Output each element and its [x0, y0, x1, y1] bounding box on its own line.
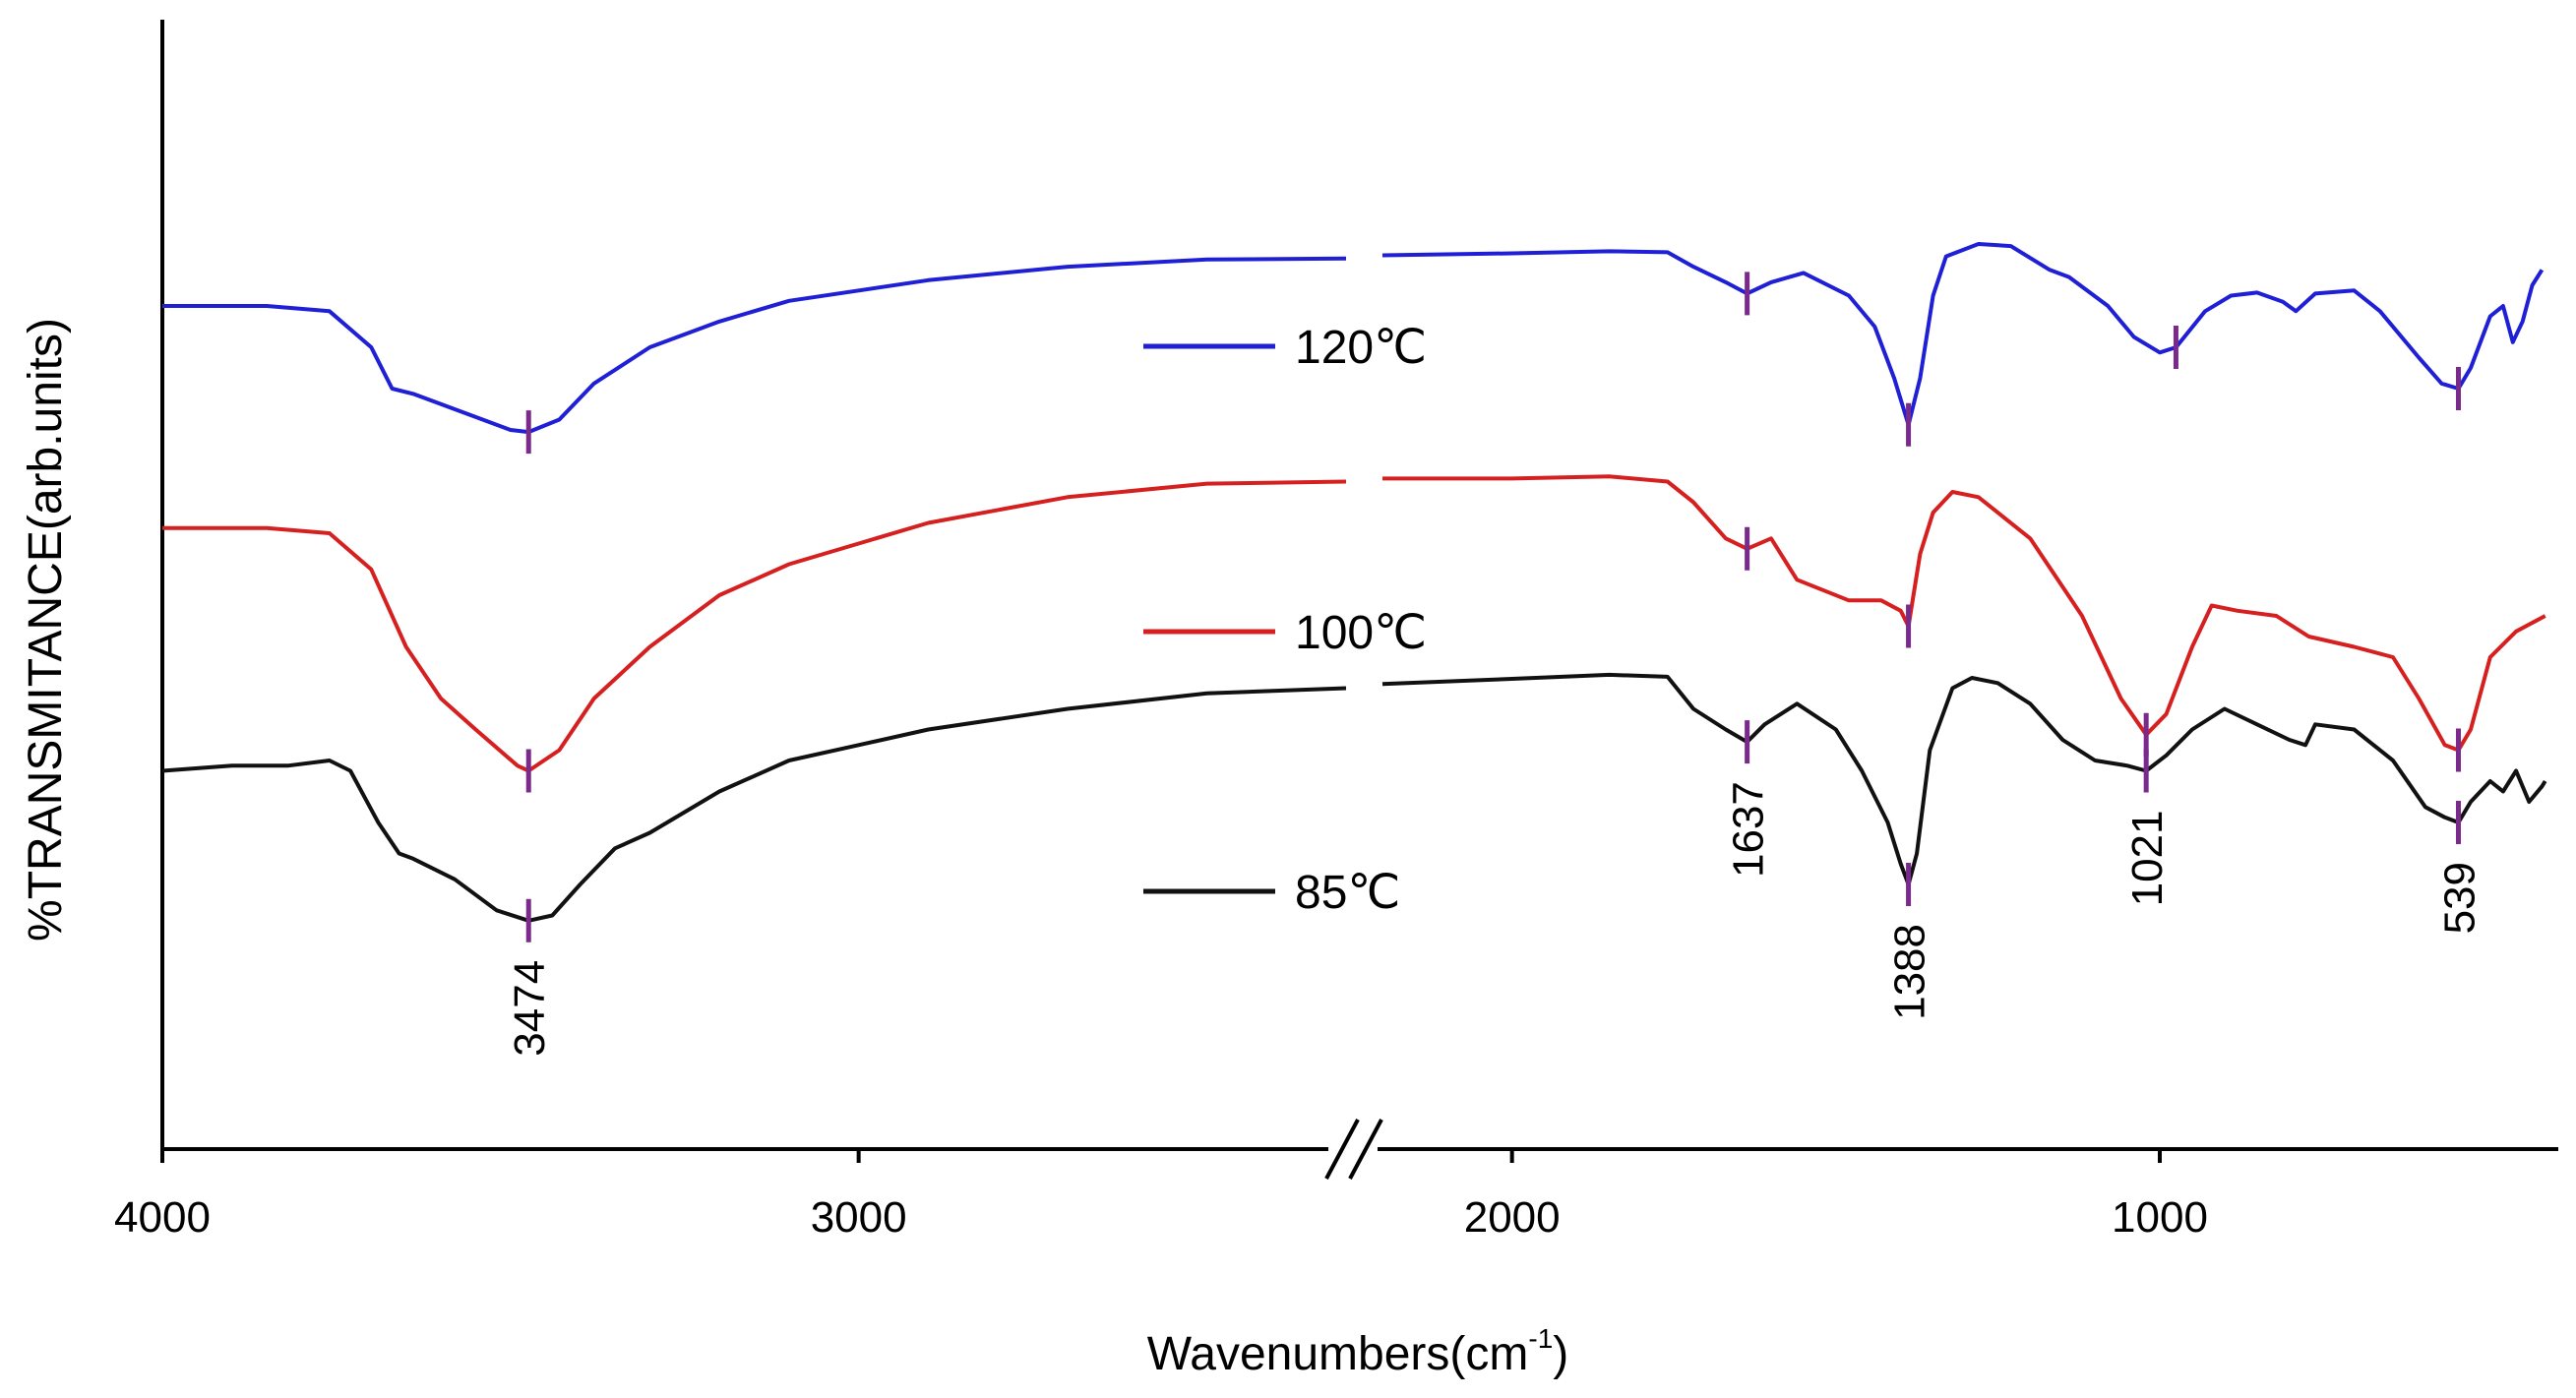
axis-break-mark — [1348, 1119, 1383, 1180]
peak-label: 3474 — [506, 960, 554, 1057]
legend-item-85: 85℃ — [1143, 867, 1400, 919]
y-axis-title: %TRANSMITANCE(arb.units) — [20, 318, 72, 942]
series-line-85-right — [1381, 672, 2547, 886]
legend-label: 85℃ — [1295, 867, 1400, 919]
legend-item-120: 120℃ — [1143, 322, 1427, 374]
peak-label: 1021 — [2123, 811, 2172, 907]
series-line-120-left — [162, 256, 1347, 435]
peak-label: 539 — [2436, 862, 2484, 934]
series-line-100-right — [1382, 474, 2546, 753]
axis-break-mark — [1324, 1119, 1360, 1180]
legend-item-100: 100℃ — [1143, 607, 1427, 659]
peak-label: 1388 — [1886, 924, 1934, 1020]
series-line-120-right — [1381, 242, 2545, 427]
x-tick-label: 4000 — [114, 1193, 211, 1242]
x-axis-title: Wavenumbers(cm-1) — [1147, 1323, 1569, 1380]
series-line-85-left — [161, 686, 1347, 923]
x-tick-label: 1000 — [2112, 1193, 2208, 1242]
legend-label: 100℃ — [1295, 607, 1427, 659]
series-line-100-left — [162, 479, 1347, 773]
legend-label: 120℃ — [1295, 322, 1427, 374]
peak-label: 1637 — [1725, 781, 1773, 878]
x-tick-label: 2000 — [1464, 1193, 1561, 1242]
x-tick-label: 3000 — [811, 1193, 907, 1242]
